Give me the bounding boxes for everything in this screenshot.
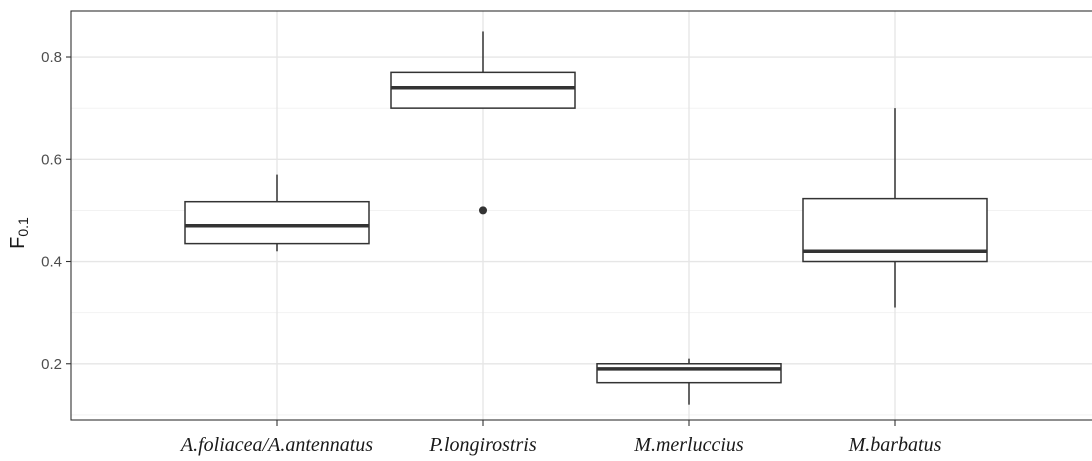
box-1	[184, 174, 370, 252]
y-tick-label: 0.2	[41, 356, 62, 373]
major-gridlines	[71, 11, 1092, 420]
y-axis-label-subscript: 0.1	[15, 217, 31, 237]
box-iqr	[184, 200, 370, 245]
x-tick-label: P.longirostris	[428, 434, 536, 456]
box-series	[184, 31, 988, 405]
x-axis-ticks: A.foliacea/A.antennatus P.longirostris M.m…	[179, 420, 942, 456]
box-2	[390, 31, 576, 215]
panel-border	[70, 10, 1092, 421]
y-tick-label: 0.6	[41, 151, 62, 168]
x-tick-label: M.merluccius	[633, 434, 744, 456]
x-tick-label: A.foliacea/A.antennatus	[179, 434, 373, 456]
box-iqr	[596, 363, 782, 384]
y-axis-ticks: 0.2 0.4 0.6 0.8	[41, 49, 71, 373]
y-tick-label: 0.4	[41, 254, 62, 271]
box-iqr	[390, 71, 576, 109]
x-tick-label: M.barbatus	[848, 434, 942, 456]
box-3	[596, 358, 782, 405]
y-axis-label: F0.1	[7, 217, 31, 249]
y-tick-label: 0.8	[41, 49, 62, 66]
y-axis-label-main: F	[7, 237, 29, 249]
outlier-point	[479, 206, 487, 215]
box-4	[802, 108, 988, 308]
